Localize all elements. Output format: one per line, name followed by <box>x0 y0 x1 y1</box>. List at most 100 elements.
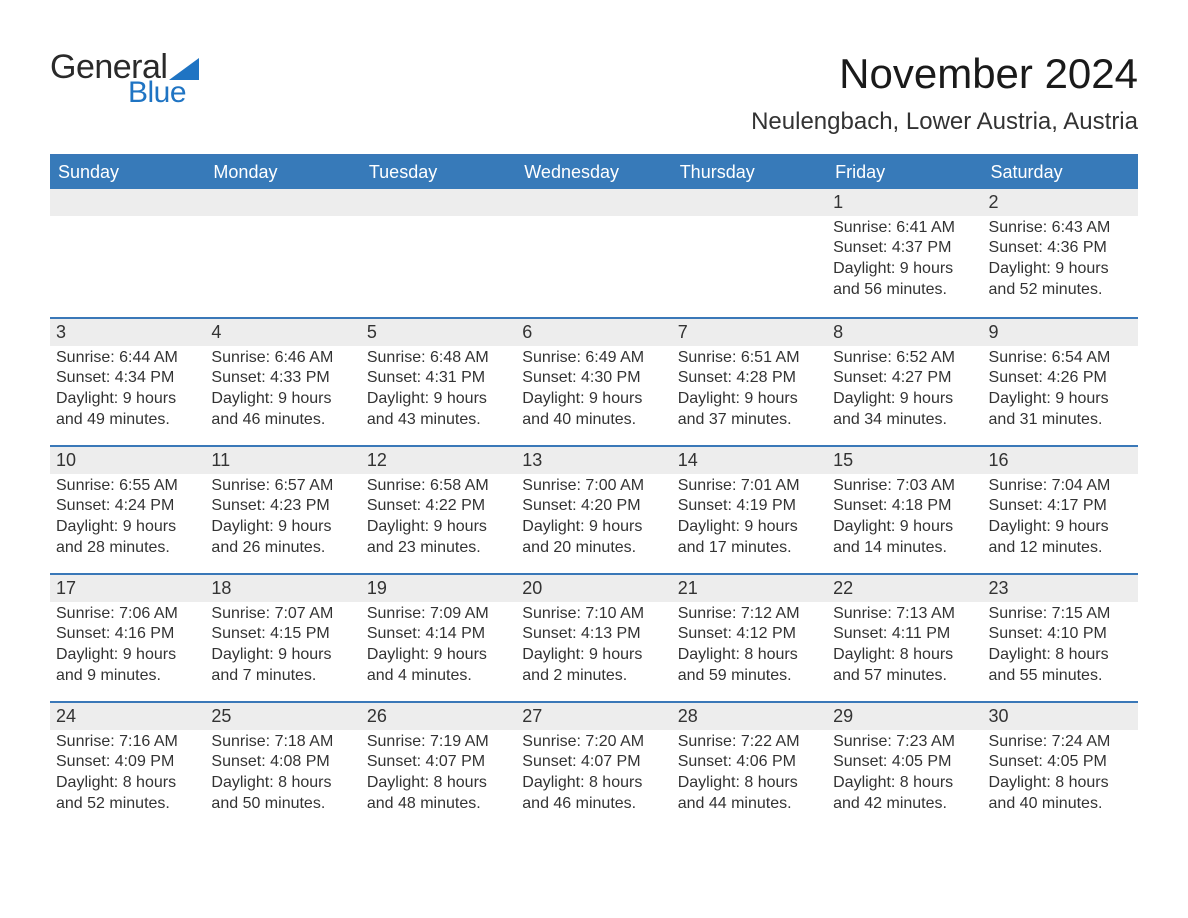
day-sunset: Sunset: 4:23 PM <box>211 496 354 517</box>
day-details: Sunrise: 6:41 AMSunset: 4:37 PMDaylight:… <box>827 216 982 307</box>
day-details: Sunrise: 7:10 AMSunset: 4:13 PMDaylight:… <box>516 602 671 693</box>
day-daylight-l2: and 56 minutes. <box>833 280 976 301</box>
day-daylight-l1: Daylight: 9 hours <box>833 517 976 538</box>
day-number <box>50 189 205 216</box>
day-number: 18 <box>205 575 360 602</box>
day-details: Sunrise: 7:01 AMSunset: 4:19 PMDaylight:… <box>672 474 827 565</box>
day-sunset: Sunset: 4:18 PM <box>833 496 976 517</box>
day-sunset: Sunset: 4:10 PM <box>989 624 1132 645</box>
day-cell: 18Sunrise: 7:07 AMSunset: 4:15 PMDayligh… <box>205 575 360 701</box>
day-cell: 22Sunrise: 7:13 AMSunset: 4:11 PMDayligh… <box>827 575 982 701</box>
day-number: 12 <box>361 447 516 474</box>
day-number: 10 <box>50 447 205 474</box>
day-daylight-l1: Daylight: 8 hours <box>367 773 510 794</box>
day-cell: 16Sunrise: 7:04 AMSunset: 4:17 PMDayligh… <box>983 447 1138 573</box>
day-daylight-l1: Daylight: 8 hours <box>211 773 354 794</box>
day-sunrise: Sunrise: 6:48 AM <box>367 348 510 369</box>
day-details: Sunrise: 7:20 AMSunset: 4:07 PMDaylight:… <box>516 730 671 821</box>
day-sunrise: Sunrise: 6:52 AM <box>833 348 976 369</box>
day-daylight-l2: and 9 minutes. <box>56 666 199 687</box>
dow-header-cell: Monday <box>205 156 360 189</box>
day-sunrise: Sunrise: 7:23 AM <box>833 732 976 753</box>
day-cell: 28Sunrise: 7:22 AMSunset: 4:06 PMDayligh… <box>672 703 827 829</box>
day-cell: 2Sunrise: 6:43 AMSunset: 4:36 PMDaylight… <box>983 189 1138 317</box>
day-cell: 13Sunrise: 7:00 AMSunset: 4:20 PMDayligh… <box>516 447 671 573</box>
day-daylight-l2: and 7 minutes. <box>211 666 354 687</box>
week-row: 17Sunrise: 7:06 AMSunset: 4:16 PMDayligh… <box>50 573 1138 701</box>
dow-header-cell: Thursday <box>672 156 827 189</box>
day-daylight-l1: Daylight: 8 hours <box>56 773 199 794</box>
day-details: Sunrise: 6:52 AMSunset: 4:27 PMDaylight:… <box>827 346 982 437</box>
day-cell <box>50 189 205 317</box>
day-daylight-l2: and 49 minutes. <box>56 410 199 431</box>
day-sunrise: Sunrise: 7:07 AM <box>211 604 354 625</box>
day-sunset: Sunset: 4:34 PM <box>56 368 199 389</box>
day-sunrise: Sunrise: 7:15 AM <box>989 604 1132 625</box>
day-sunset: Sunset: 4:08 PM <box>211 752 354 773</box>
day-number: 16 <box>983 447 1138 474</box>
brand-logo: General Blue <box>50 50 199 108</box>
day-sunset: Sunset: 4:17 PM <box>989 496 1132 517</box>
day-number: 20 <box>516 575 671 602</box>
day-cell: 14Sunrise: 7:01 AMSunset: 4:19 PMDayligh… <box>672 447 827 573</box>
day-sunrise: Sunrise: 7:06 AM <box>56 604 199 625</box>
day-sunrise: Sunrise: 6:44 AM <box>56 348 199 369</box>
day-cell: 9Sunrise: 6:54 AMSunset: 4:26 PMDaylight… <box>983 319 1138 445</box>
day-daylight-l1: Daylight: 8 hours <box>833 773 976 794</box>
day-number <box>205 189 360 216</box>
day-sunrise: Sunrise: 7:09 AM <box>367 604 510 625</box>
day-daylight-l1: Daylight: 9 hours <box>211 645 354 666</box>
day-daylight-l1: Daylight: 9 hours <box>367 517 510 538</box>
day-daylight-l2: and 28 minutes. <box>56 538 199 559</box>
day-sunset: Sunset: 4:12 PM <box>678 624 821 645</box>
day-sunset: Sunset: 4:05 PM <box>989 752 1132 773</box>
day-daylight-l2: and 20 minutes. <box>522 538 665 559</box>
day-details: Sunrise: 6:51 AMSunset: 4:28 PMDaylight:… <box>672 346 827 437</box>
day-sunrise: Sunrise: 6:46 AM <box>211 348 354 369</box>
day-daylight-l1: Daylight: 9 hours <box>522 645 665 666</box>
day-daylight-l2: and 12 minutes. <box>989 538 1132 559</box>
day-sunrise: Sunrise: 7:19 AM <box>367 732 510 753</box>
day-details: Sunrise: 7:06 AMSunset: 4:16 PMDaylight:… <box>50 602 205 693</box>
day-daylight-l1: Daylight: 9 hours <box>833 259 976 280</box>
day-details: Sunrise: 6:57 AMSunset: 4:23 PMDaylight:… <box>205 474 360 565</box>
day-sunset: Sunset: 4:05 PM <box>833 752 976 773</box>
day-sunrise: Sunrise: 6:51 AM <box>678 348 821 369</box>
day-sunrise: Sunrise: 6:58 AM <box>367 476 510 497</box>
day-number: 9 <box>983 319 1138 346</box>
day-sunset: Sunset: 4:27 PM <box>833 368 976 389</box>
weeks-container: 1Sunrise: 6:41 AMSunset: 4:37 PMDaylight… <box>50 189 1138 829</box>
day-number <box>672 189 827 216</box>
dow-header-cell: Tuesday <box>361 156 516 189</box>
day-cell: 5Sunrise: 6:48 AMSunset: 4:31 PMDaylight… <box>361 319 516 445</box>
day-sunset: Sunset: 4:13 PM <box>522 624 665 645</box>
day-cell: 15Sunrise: 7:03 AMSunset: 4:18 PMDayligh… <box>827 447 982 573</box>
day-cell: 27Sunrise: 7:20 AMSunset: 4:07 PMDayligh… <box>516 703 671 829</box>
day-number <box>516 189 671 216</box>
day-daylight-l1: Daylight: 9 hours <box>833 389 976 410</box>
day-sunset: Sunset: 4:15 PM <box>211 624 354 645</box>
day-sunrise: Sunrise: 7:16 AM <box>56 732 199 753</box>
day-daylight-l1: Daylight: 9 hours <box>989 389 1132 410</box>
day-number: 29 <box>827 703 982 730</box>
day-cell: 29Sunrise: 7:23 AMSunset: 4:05 PMDayligh… <box>827 703 982 829</box>
day-sunset: Sunset: 4:14 PM <box>367 624 510 645</box>
day-daylight-l1: Daylight: 8 hours <box>678 645 821 666</box>
day-number: 2 <box>983 189 1138 216</box>
day-number: 27 <box>516 703 671 730</box>
day-sunset: Sunset: 4:24 PM <box>56 496 199 517</box>
day-cell: 4Sunrise: 6:46 AMSunset: 4:33 PMDaylight… <box>205 319 360 445</box>
day-daylight-l1: Daylight: 9 hours <box>367 645 510 666</box>
day-daylight-l2: and 57 minutes. <box>833 666 976 687</box>
day-sunset: Sunset: 4:36 PM <box>989 238 1132 259</box>
day-sunset: Sunset: 4:33 PM <box>211 368 354 389</box>
day-daylight-l2: and 52 minutes. <box>989 280 1132 301</box>
day-details: Sunrise: 7:09 AMSunset: 4:14 PMDaylight:… <box>361 602 516 693</box>
day-daylight-l1: Daylight: 9 hours <box>211 389 354 410</box>
day-daylight-l2: and 46 minutes. <box>522 794 665 815</box>
day-daylight-l1: Daylight: 9 hours <box>367 389 510 410</box>
day-daylight-l2: and 46 minutes. <box>211 410 354 431</box>
day-sunrise: Sunrise: 7:01 AM <box>678 476 821 497</box>
day-cell: 1Sunrise: 6:41 AMSunset: 4:37 PMDaylight… <box>827 189 982 317</box>
day-number: 28 <box>672 703 827 730</box>
